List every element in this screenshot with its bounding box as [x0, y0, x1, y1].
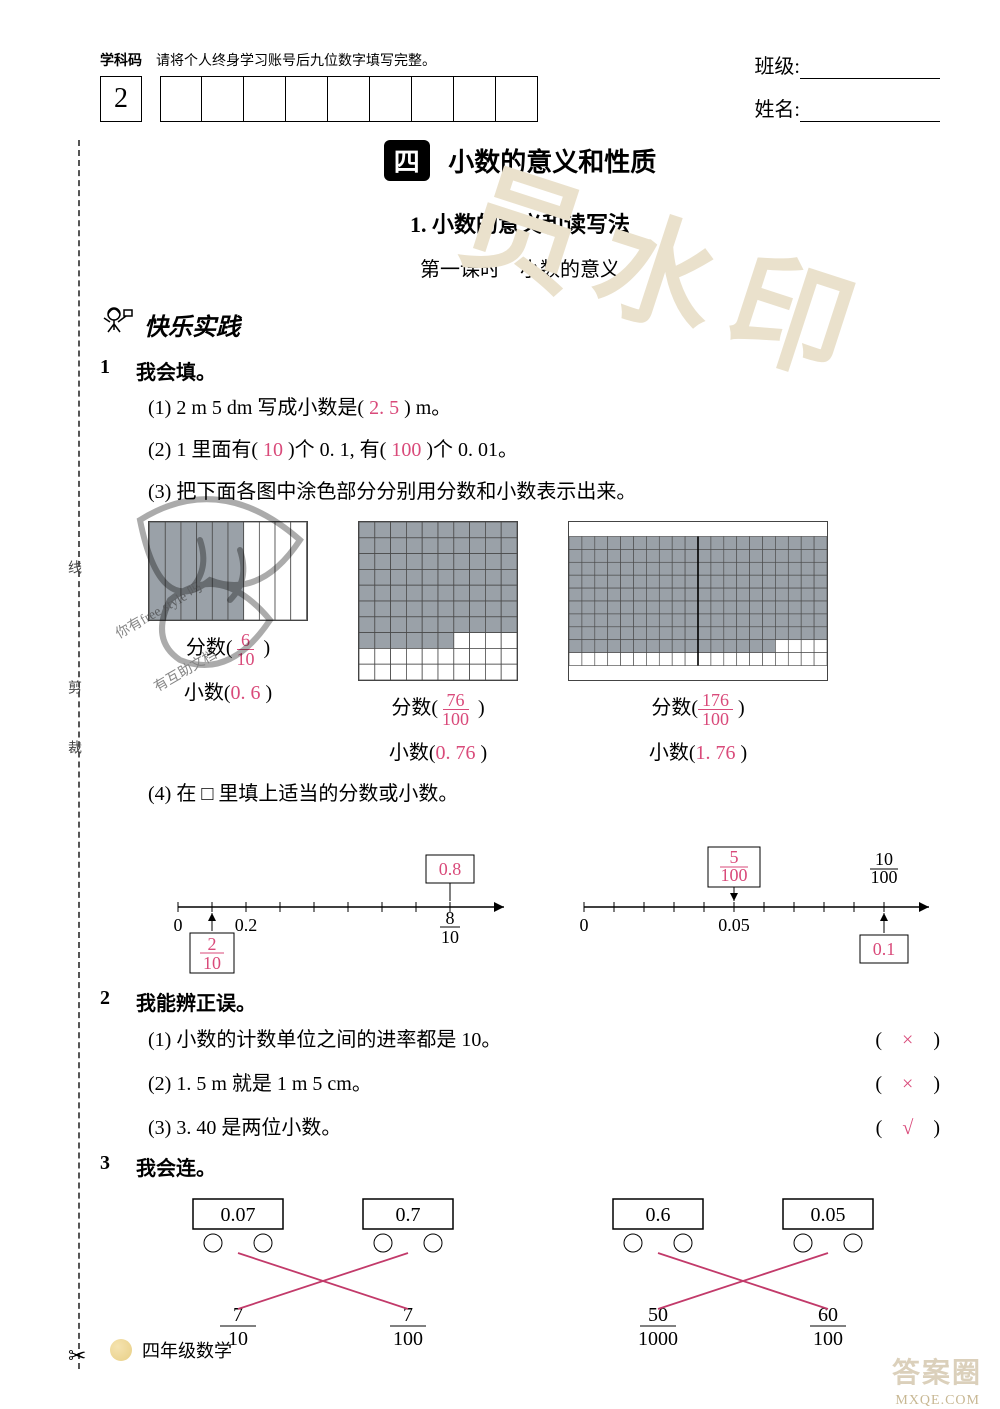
- svg-text:100: 100: [813, 1328, 843, 1350]
- url-watermark: MXQE.COM: [895, 1393, 980, 1409]
- svg-text:0.8: 0.8: [439, 859, 462, 879]
- grid-block: 分数(76100 )小数(0. 76 ): [358, 521, 518, 765]
- grids-row: 分数(610 )小数(0. 6 ) 分数(76100 )小数(0. 76 ) 分数(…: [148, 521, 940, 765]
- svg-text:10: 10: [441, 927, 459, 947]
- connect-right: 0.60.0550100060100: [568, 1191, 928, 1351]
- code-cell[interactable]: [286, 76, 328, 122]
- q-title: 我能辨正误。: [136, 987, 256, 1016]
- code-cell[interactable]: [328, 76, 370, 122]
- q-number: 1: [100, 356, 122, 385]
- cut-label: 裁: [63, 740, 83, 754]
- true-false-item: (1) 小数的计数单位之间的进率都是 10。( × ): [148, 1020, 940, 1060]
- worker-icon: [100, 302, 136, 346]
- q1-p3: (3) 把下面各图中涂色部分分别用分数和小数表示出来。: [148, 473, 940, 511]
- chapter-text: 小数的意义和性质: [448, 148, 656, 177]
- q1-p4: (4) 在 □ 里填上适当的分数或小数。: [148, 775, 940, 813]
- svg-text:5: 5: [730, 847, 739, 867]
- svg-text:0: 0: [174, 915, 183, 935]
- svg-text:0: 0: [580, 915, 589, 935]
- q1-head: 1 我会填。: [100, 356, 940, 385]
- worksheet-page: 线 剪 裁 ✂ 员水印 学科码 请将个人终身学习账号后九位数字填写完整。 2: [0, 0, 1000, 1409]
- footer-ornament: [110, 1339, 132, 1361]
- cut-label: 线: [63, 560, 83, 574]
- q1-p2: (2) 1 里面有( 10 )个 0. 1, 有( 100 )个 0. 01。: [148, 431, 940, 469]
- svg-text:10: 10: [875, 849, 893, 869]
- header-row: 学科码 请将个人终身学习账号后九位数字填写完整。 2 班级: 姓: [100, 50, 940, 122]
- q-number: 2: [100, 987, 122, 1016]
- code-block: 学科码 请将个人终身学习账号后九位数字填写完整。 2: [100, 50, 538, 122]
- cut-label: 剪: [63, 680, 83, 694]
- svg-text:0.05: 0.05: [811, 1204, 846, 1226]
- svg-text:0.07: 0.07: [221, 1204, 256, 1226]
- grid-block: 分数(176100 )小数(1. 76 ): [568, 521, 828, 765]
- name-block: 班级: 姓名:: [754, 50, 940, 122]
- code-cell[interactable]: [496, 76, 538, 122]
- name-label: 姓名:: [754, 99, 800, 121]
- number-line-left: 00.28100.8210: [148, 827, 514, 977]
- q-number: 3: [100, 1152, 122, 1181]
- svg-text:100: 100: [393, 1328, 423, 1350]
- footer-text: 四年级数学: [142, 1337, 232, 1363]
- answer-text: 100: [391, 439, 421, 461]
- class-input-line[interactable]: [800, 57, 940, 79]
- code-cell[interactable]: [244, 76, 286, 122]
- corner-watermark: 答案圈: [892, 1351, 982, 1391]
- connect-row: 0.070.77107100 0.60.0550100060100: [148, 1191, 940, 1351]
- code-cell[interactable]: [454, 76, 496, 122]
- svg-text:0.7: 0.7: [396, 1204, 421, 1226]
- svg-text:0.1: 0.1: [873, 939, 896, 959]
- code-cell[interactable]: [412, 76, 454, 122]
- q-title: 我会填。: [136, 356, 216, 385]
- class-label: 班级:: [754, 56, 800, 78]
- q-title: 我会连。: [136, 1152, 216, 1181]
- practice-heading: 快乐实践: [100, 302, 940, 346]
- true-false-item: (2) 1. 5 m 就是 1 m 5 cm。( × ): [148, 1064, 940, 1104]
- true-false-item: (3) 3. 40 是两位小数。( √ ): [148, 1108, 940, 1148]
- lesson-title: 第一课时 小数的意义: [100, 253, 940, 282]
- svg-text:10: 10: [203, 953, 221, 973]
- svg-text:1000: 1000: [638, 1328, 678, 1350]
- q3-head: 3 我会连。: [100, 1152, 940, 1181]
- chapter-title: 四 小数的意义和性质: [100, 140, 940, 181]
- page-footer: 四年级数学: [110, 1337, 232, 1363]
- code-cell[interactable]: [202, 76, 244, 122]
- practice-label: 快乐实践: [144, 307, 240, 342]
- code-cell-first: 2: [100, 76, 142, 122]
- code-hint: 学科码 请将个人终身学习账号后九位数字填写完整。: [100, 50, 538, 70]
- number-lines: 00.28100.8210 00.055100101000.1: [148, 827, 940, 977]
- svg-text:100: 100: [871, 867, 898, 887]
- section-title: 1. 小数的意义和读写法: [100, 207, 940, 239]
- number-line-right: 00.055100101000.1: [554, 827, 940, 977]
- svg-text:8: 8: [446, 908, 455, 928]
- svg-text:100: 100: [721, 865, 748, 885]
- code-cell[interactable]: [370, 76, 412, 122]
- svg-text:0.6: 0.6: [646, 1204, 671, 1226]
- code-cell[interactable]: [160, 76, 202, 122]
- q2-head: 2 我能辨正误。: [100, 987, 940, 1016]
- svg-text:2: 2: [208, 934, 217, 954]
- scissor-icon: ✂: [68, 1343, 86, 1369]
- chapter-number: 四: [384, 140, 430, 181]
- code-grid: [160, 76, 538, 122]
- answer-text: 2. 5: [369, 397, 399, 419]
- connect-left: 0.070.77107100: [148, 1191, 508, 1351]
- grid-block: 分数(610 )小数(0. 6 ): [148, 521, 308, 705]
- answer-text: 10: [263, 439, 283, 461]
- q1-p1: (1) 2 m 5 dm 写成小数是( 2. 5 ) m。: [148, 389, 940, 427]
- svg-text:0.05: 0.05: [719, 915, 751, 935]
- svg-text:0.2: 0.2: [235, 915, 258, 935]
- cut-dash-line: [78, 140, 80, 1369]
- name-input-line[interactable]: [800, 100, 940, 122]
